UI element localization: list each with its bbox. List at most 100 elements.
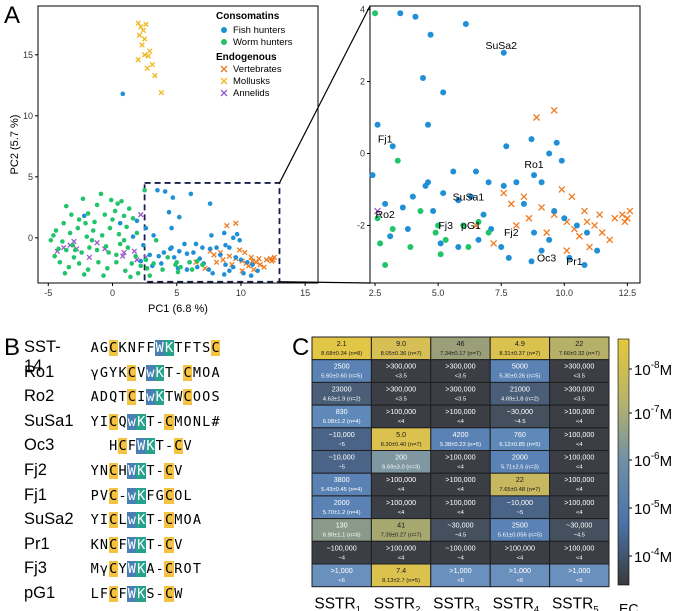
scatter-point xyxy=(251,266,257,273)
scatter-point xyxy=(121,237,127,243)
zoom-scatter-point xyxy=(419,74,426,81)
zoom-scatter-point xyxy=(389,143,396,150)
ec50-value: >1,000 xyxy=(449,566,471,575)
residue: C xyxy=(173,438,183,455)
ec50-cell xyxy=(549,495,610,520)
ec50-cell xyxy=(489,427,551,451)
ec50-value: 2500 xyxy=(334,362,350,371)
zoom-scatter-point xyxy=(538,203,546,211)
residue: A xyxy=(211,364,220,381)
scatter-point xyxy=(209,233,214,238)
residue: T xyxy=(146,413,155,430)
sequence-name: SuSa2 xyxy=(24,510,74,529)
zoom-scatter-point xyxy=(513,179,520,186)
residue: F xyxy=(118,586,127,602)
scatter-point xyxy=(170,195,176,200)
scatter-point xyxy=(207,246,213,252)
sequence-name: Ro2 xyxy=(24,387,55,406)
scatter-point xyxy=(175,269,181,275)
scatter-point xyxy=(94,202,100,208)
zoom-scatter-point xyxy=(412,13,419,20)
residue: w xyxy=(127,512,137,529)
ec50-cell xyxy=(370,359,432,383)
residue xyxy=(183,463,192,479)
zoom-region-box xyxy=(143,182,281,283)
colorbar-tick-unit: M xyxy=(660,406,673,423)
zoom-scatter-point xyxy=(586,243,593,251)
scatter-point xyxy=(237,237,242,243)
panel-label-b: B xyxy=(4,334,21,361)
sequence-name: Ro1 xyxy=(24,362,55,381)
zoom-scatter-point xyxy=(435,222,442,229)
scatter-point xyxy=(249,258,256,264)
ec50-cell xyxy=(311,427,372,451)
scatter-point xyxy=(152,72,158,79)
zoom-scatter-point xyxy=(475,218,482,225)
zoom-scatter-point xyxy=(566,254,573,261)
scatter-point xyxy=(221,230,227,236)
ec50-cell xyxy=(489,450,551,474)
scatter-point xyxy=(99,233,105,238)
scatter-point xyxy=(130,234,136,239)
zoom-scatter-point xyxy=(437,251,444,258)
zoom-scatter-point xyxy=(507,200,515,208)
residue: Q xyxy=(109,389,118,406)
y-axis-label: PC2 (5.7 %) xyxy=(9,115,21,175)
residue: F xyxy=(146,487,155,504)
ec50-detail: 5.43±0.45 (n=4) xyxy=(321,487,362,493)
residue: C xyxy=(108,586,118,602)
ec50-detail: 5.71±2.5 (n=3) xyxy=(501,465,539,471)
residue xyxy=(202,512,211,528)
zoom-scatter-point xyxy=(533,114,541,121)
scatter-point xyxy=(137,23,144,30)
scatter-point xyxy=(189,267,195,272)
ec50-detail: <6 xyxy=(576,578,583,584)
scatter-point xyxy=(80,196,86,202)
residue: F xyxy=(183,340,192,356)
zoom-connector-line xyxy=(278,5,371,184)
zoom-scatter-point xyxy=(596,211,604,219)
zoom-scatter-point xyxy=(568,193,576,201)
residue: T xyxy=(146,536,155,553)
legend-title-consomatins: Consomatins xyxy=(216,11,280,22)
scatter-point xyxy=(123,268,128,274)
scatter-point xyxy=(48,237,54,243)
scatter-point xyxy=(51,233,56,238)
ec50-detail: 5.70±1.2 (n=4) xyxy=(323,510,361,516)
residue: L xyxy=(202,413,211,430)
residue: C xyxy=(108,536,118,553)
residue xyxy=(192,586,201,602)
scatter-point xyxy=(76,217,82,222)
residue: H xyxy=(109,438,118,455)
point-annotation: SuSa2 xyxy=(485,40,517,52)
residue: V xyxy=(183,438,192,455)
residue: A xyxy=(90,389,99,406)
residue: C xyxy=(108,413,118,430)
residue: K xyxy=(136,512,146,529)
ec50-value: 5000 xyxy=(512,362,528,371)
residue: - xyxy=(155,463,164,479)
residue: W xyxy=(174,389,183,406)
ec50-cell xyxy=(430,359,491,383)
ec50-value: 3800 xyxy=(334,475,350,484)
residue: - xyxy=(155,586,164,602)
ec50-detail: 6.08±1.2 (n=4) xyxy=(323,419,361,425)
zoom-scatter-point xyxy=(440,89,447,96)
scatter-point xyxy=(108,197,114,203)
ec50-cell xyxy=(370,518,432,542)
disulfide-brackets xyxy=(0,0,300,300)
residue: - xyxy=(174,364,183,381)
ec50-value: >1,000 xyxy=(331,566,353,575)
ec50-cell xyxy=(370,381,432,406)
colorbar-label: EC50 xyxy=(619,601,648,611)
residue: A xyxy=(146,561,155,578)
residue: V xyxy=(174,536,183,553)
y-tick-label: 15 xyxy=(23,50,33,60)
scatter-point xyxy=(139,42,145,48)
residue: w xyxy=(145,364,156,381)
scatter-point xyxy=(135,270,141,276)
ec50-cell xyxy=(430,404,491,429)
scatter-point xyxy=(119,198,124,204)
ec50-value: >100,000 xyxy=(445,453,475,462)
scatter-point xyxy=(253,259,260,266)
